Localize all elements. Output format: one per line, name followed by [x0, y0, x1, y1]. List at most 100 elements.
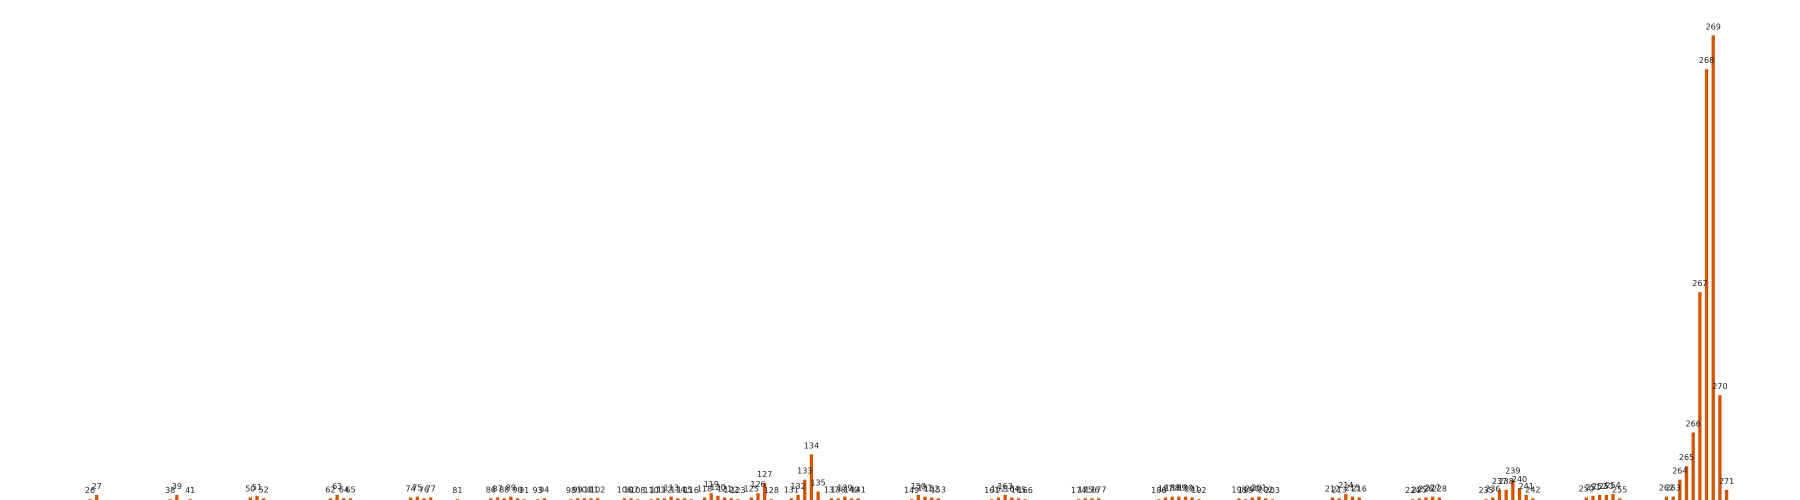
- bar-label-152: 152: [924, 484, 939, 493]
- bar-75: [415, 496, 419, 500]
- bar-77: [429, 497, 433, 500]
- bar-label-126: 126: [750, 480, 765, 489]
- bar-236: [1491, 497, 1495, 500]
- bar-228: [1437, 497, 1442, 500]
- bar-76: [422, 498, 426, 500]
- bar-140: [849, 498, 854, 500]
- bar-151: [923, 496, 927, 500]
- bar-119: [709, 493, 713, 500]
- bar-label-215: 215: [1345, 484, 1360, 493]
- bar-label-202: 202: [1258, 485, 1273, 494]
- bar-101: [589, 498, 593, 500]
- bar-label-216: 216: [1352, 484, 1367, 493]
- bar-label-164: 164: [1004, 484, 1019, 493]
- bar-100: [582, 498, 586, 500]
- bar-label-77: 77: [426, 484, 436, 493]
- bar-label-255: 255: [1612, 485, 1627, 494]
- bar-label-90: 90: [512, 485, 522, 494]
- bar-label-265: 265: [1679, 453, 1694, 462]
- bar-132: [796, 494, 800, 500]
- bar-27: [95, 494, 99, 500]
- bar-label-201: 201: [1251, 484, 1266, 493]
- bar-99: [575, 498, 580, 500]
- bar-label-153: 153: [931, 485, 946, 494]
- bar-268: [1704, 69, 1709, 500]
- bar-label-65: 65: [345, 485, 355, 494]
- bar-label-186: 186: [1151, 486, 1166, 495]
- bar-215: [1350, 496, 1355, 500]
- bar-label-189: 189: [1171, 484, 1186, 493]
- bar-200: [1250, 497, 1254, 500]
- bar-label-213: 213: [1332, 485, 1347, 494]
- bar-264: [1678, 479, 1682, 500]
- bar-216: [1357, 497, 1361, 500]
- bar-241: [1524, 494, 1528, 500]
- bar-120: [716, 495, 720, 500]
- bar-269: [1711, 35, 1715, 500]
- bar-label-39: 39: [172, 482, 182, 491]
- bar-label-93: 93: [532, 486, 542, 495]
- bar-label-88: 88: [499, 485, 509, 494]
- bar-62: [328, 498, 333, 500]
- bar-label-165: 165: [1011, 485, 1026, 494]
- bar-label-239: 239: [1505, 467, 1520, 476]
- bar-label-235: 235: [1478, 486, 1493, 495]
- bar-122: [729, 498, 733, 500]
- bar-74: [408, 497, 413, 500]
- bar-label-264: 264: [1672, 467, 1687, 476]
- bar-label-114: 114: [670, 485, 685, 494]
- bar-label-138: 138: [831, 485, 846, 494]
- bar-label-269: 269: [1706, 22, 1721, 31]
- bar-label-116: 116: [684, 486, 699, 495]
- bar-label-110: 110: [643, 486, 658, 495]
- bar-label-237: 237: [1492, 477, 1507, 486]
- bar-131: [789, 498, 794, 500]
- bar-114: [676, 498, 680, 500]
- bar-107: [629, 498, 633, 500]
- bar-271: [1724, 489, 1729, 500]
- bar-label-106: 106: [617, 485, 632, 494]
- bar-262: [1664, 496, 1669, 500]
- bar-label-137: 137: [824, 485, 839, 494]
- bar-267: [1698, 292, 1702, 500]
- bar-label-89: 89: [506, 484, 516, 493]
- bar-label-270: 270: [1712, 382, 1727, 391]
- bar-label-240: 240: [1512, 475, 1527, 484]
- bar-63: [335, 494, 339, 500]
- bar-163: [1003, 494, 1007, 500]
- bar-label-139: 139: [837, 484, 852, 493]
- bar-162: [996, 497, 1001, 500]
- bar-label-94: 94: [539, 485, 549, 494]
- bar-label-64: 64: [339, 485, 349, 494]
- bar-label-227: 227: [1425, 484, 1440, 493]
- bar-87: [495, 497, 500, 500]
- bar-51: [255, 495, 259, 500]
- bar-label-214: 214: [1338, 481, 1353, 490]
- bar-label-26: 26: [85, 486, 95, 495]
- bar-266: [1691, 432, 1695, 500]
- bar-label-141: 141: [851, 485, 866, 494]
- bar-label-254: 254: [1605, 481, 1620, 490]
- bar-165: [1016, 498, 1021, 500]
- bar-250: [1584, 497, 1588, 500]
- bar-187: [1163, 497, 1168, 500]
- bar-118: [702, 497, 707, 500]
- bar-label-203: 203: [1265, 486, 1280, 495]
- bar-52: [262, 498, 266, 500]
- bar-label-131: 131: [784, 485, 799, 494]
- bar-label-111: 111: [650, 485, 665, 494]
- bar-240: [1517, 488, 1522, 500]
- bar-label-190: 190: [1178, 484, 1193, 493]
- bar-135: [816, 491, 820, 500]
- bar-175: [1083, 498, 1087, 500]
- bar-label-262: 262: [1659, 484, 1674, 493]
- bar-label-241: 241: [1519, 482, 1534, 491]
- bar-label-150: 150: [911, 482, 926, 491]
- bar-263: [1671, 496, 1675, 500]
- bar-label-86: 86: [486, 485, 496, 494]
- bar-115: [682, 498, 687, 500]
- bar-label-74: 74: [406, 484, 416, 493]
- bar-label-99: 99: [573, 485, 583, 494]
- bar-label-51: 51: [252, 483, 262, 492]
